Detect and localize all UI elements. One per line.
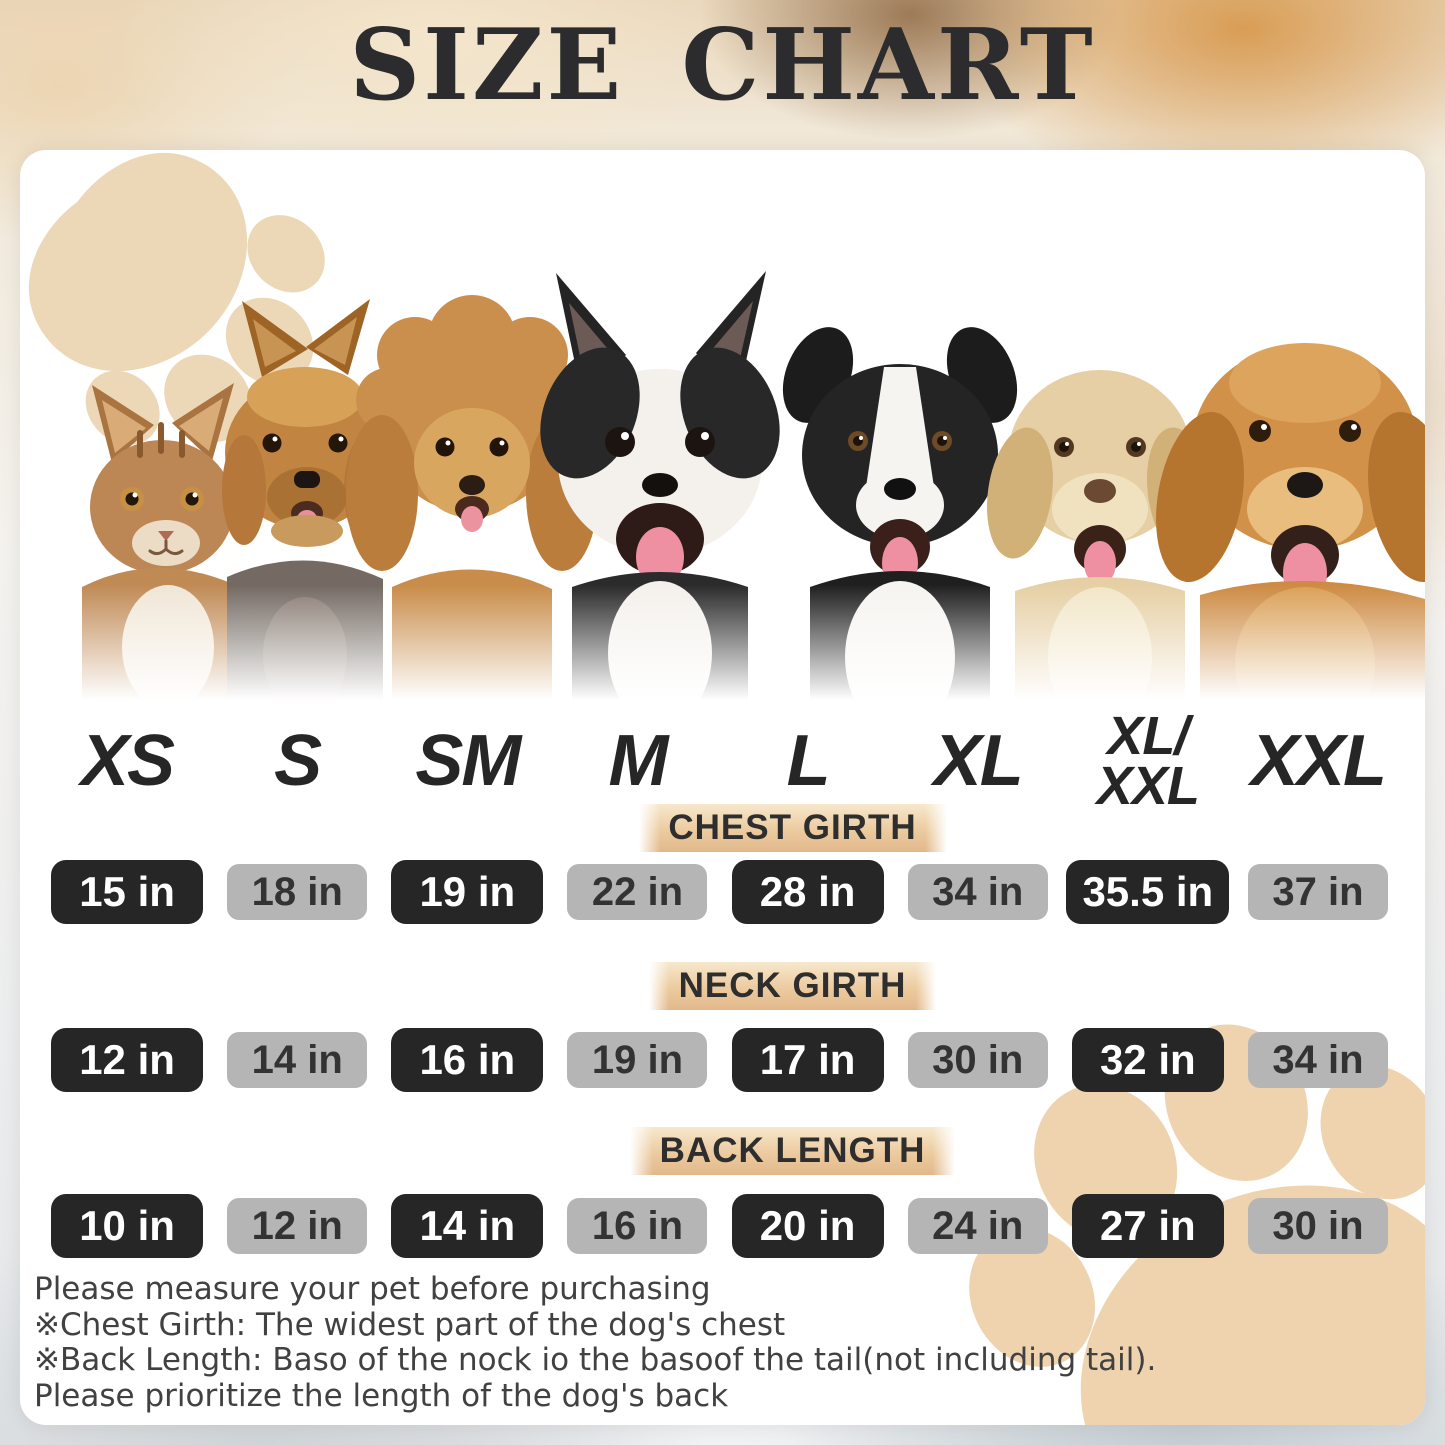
chest-girth-value: 15 in: [51, 860, 204, 924]
paw-print-icon: [846, 886, 1425, 1425]
page-title: SIZE CHART: [349, 8, 1096, 123]
back-length-value: 24 in: [907, 1198, 1048, 1254]
back-length-value: 14 in: [391, 1194, 544, 1258]
size-label-sm: SM: [415, 721, 521, 801]
chest-girth-value: 22 in: [567, 864, 708, 920]
back-length-value: 30 in: [1247, 1198, 1388, 1254]
size-label-xl: XL: [933, 721, 1024, 801]
neck-girth-value: 32 in: [1071, 1028, 1224, 1092]
neck-girth-value: 14 in: [227, 1032, 368, 1088]
note-line: ※Chest Girth: The widest part of the dog…: [34, 1306, 786, 1343]
neck-girth-value: 12 in: [51, 1028, 204, 1092]
back-length-value: 16 in: [567, 1198, 708, 1254]
neck-girth-value: 16 in: [391, 1028, 544, 1092]
back-length-value: 10 in: [51, 1194, 204, 1258]
chest-girth-value: 35.5 in: [1066, 860, 1230, 924]
size-label-xs: XS: [81, 721, 175, 801]
chest-girth-row: 15 in 18 in 19 in 22 in 28 in 34 in 35.5…: [42, 860, 1403, 924]
back-length-heading: BACK LENGTH: [629, 1127, 956, 1175]
size-chart-card: XS S SM M L XL XL/ XXL XXL CHEST GIRTH 1…: [20, 150, 1425, 1425]
size-label-xxl: XXL: [1250, 721, 1387, 801]
note-line: Please prioritize the length of the dog'…: [34, 1377, 729, 1414]
neck-girth-value: 17 in: [731, 1028, 884, 1092]
size-labels-row: XS S SM M L XL XL/ XXL XXL: [42, 702, 1403, 820]
size-label-l: L: [786, 721, 831, 801]
size-label-s: S: [274, 721, 322, 801]
chest-girth-value: 18 in: [227, 864, 368, 920]
back-length-row: 10 in 12 in 14 in 16 in 20 in 24 in 27 i…: [42, 1194, 1403, 1258]
neck-girth-value: 19 in: [567, 1032, 708, 1088]
neck-girth-row: 12 in 14 in 16 in 19 in 17 in 30 in 32 i…: [42, 1028, 1403, 1092]
chest-girth-heading: CHEST GIRTH: [638, 804, 947, 852]
chest-girth-value: 37 in: [1247, 864, 1388, 920]
neck-girth-value: 30 in: [907, 1032, 1048, 1088]
chest-girth-value: 19 in: [391, 860, 544, 924]
neck-girth-heading: NECK GIRTH: [648, 962, 937, 1010]
size-label-xl-xxl: XL/ XXL: [1096, 706, 1200, 816]
size-label-m: M: [608, 721, 668, 801]
measurement-notes: Please measure your pet before purchasin…: [34, 1271, 1411, 1414]
back-length-value: 20 in: [731, 1194, 884, 1258]
note-line: ※Back Length: Baso of the nock io the ba…: [34, 1342, 1157, 1378]
note-line: Please measure your pet before purchasin…: [34, 1271, 711, 1307]
back-length-value: 27 in: [1071, 1194, 1224, 1258]
chest-girth-value: 28 in: [731, 860, 884, 924]
neck-girth-value: 34 in: [1247, 1032, 1388, 1088]
back-length-value: 12 in: [227, 1198, 368, 1254]
pets-photo-row: [20, 271, 1425, 700]
chest-girth-value: 34 in: [907, 864, 1048, 920]
